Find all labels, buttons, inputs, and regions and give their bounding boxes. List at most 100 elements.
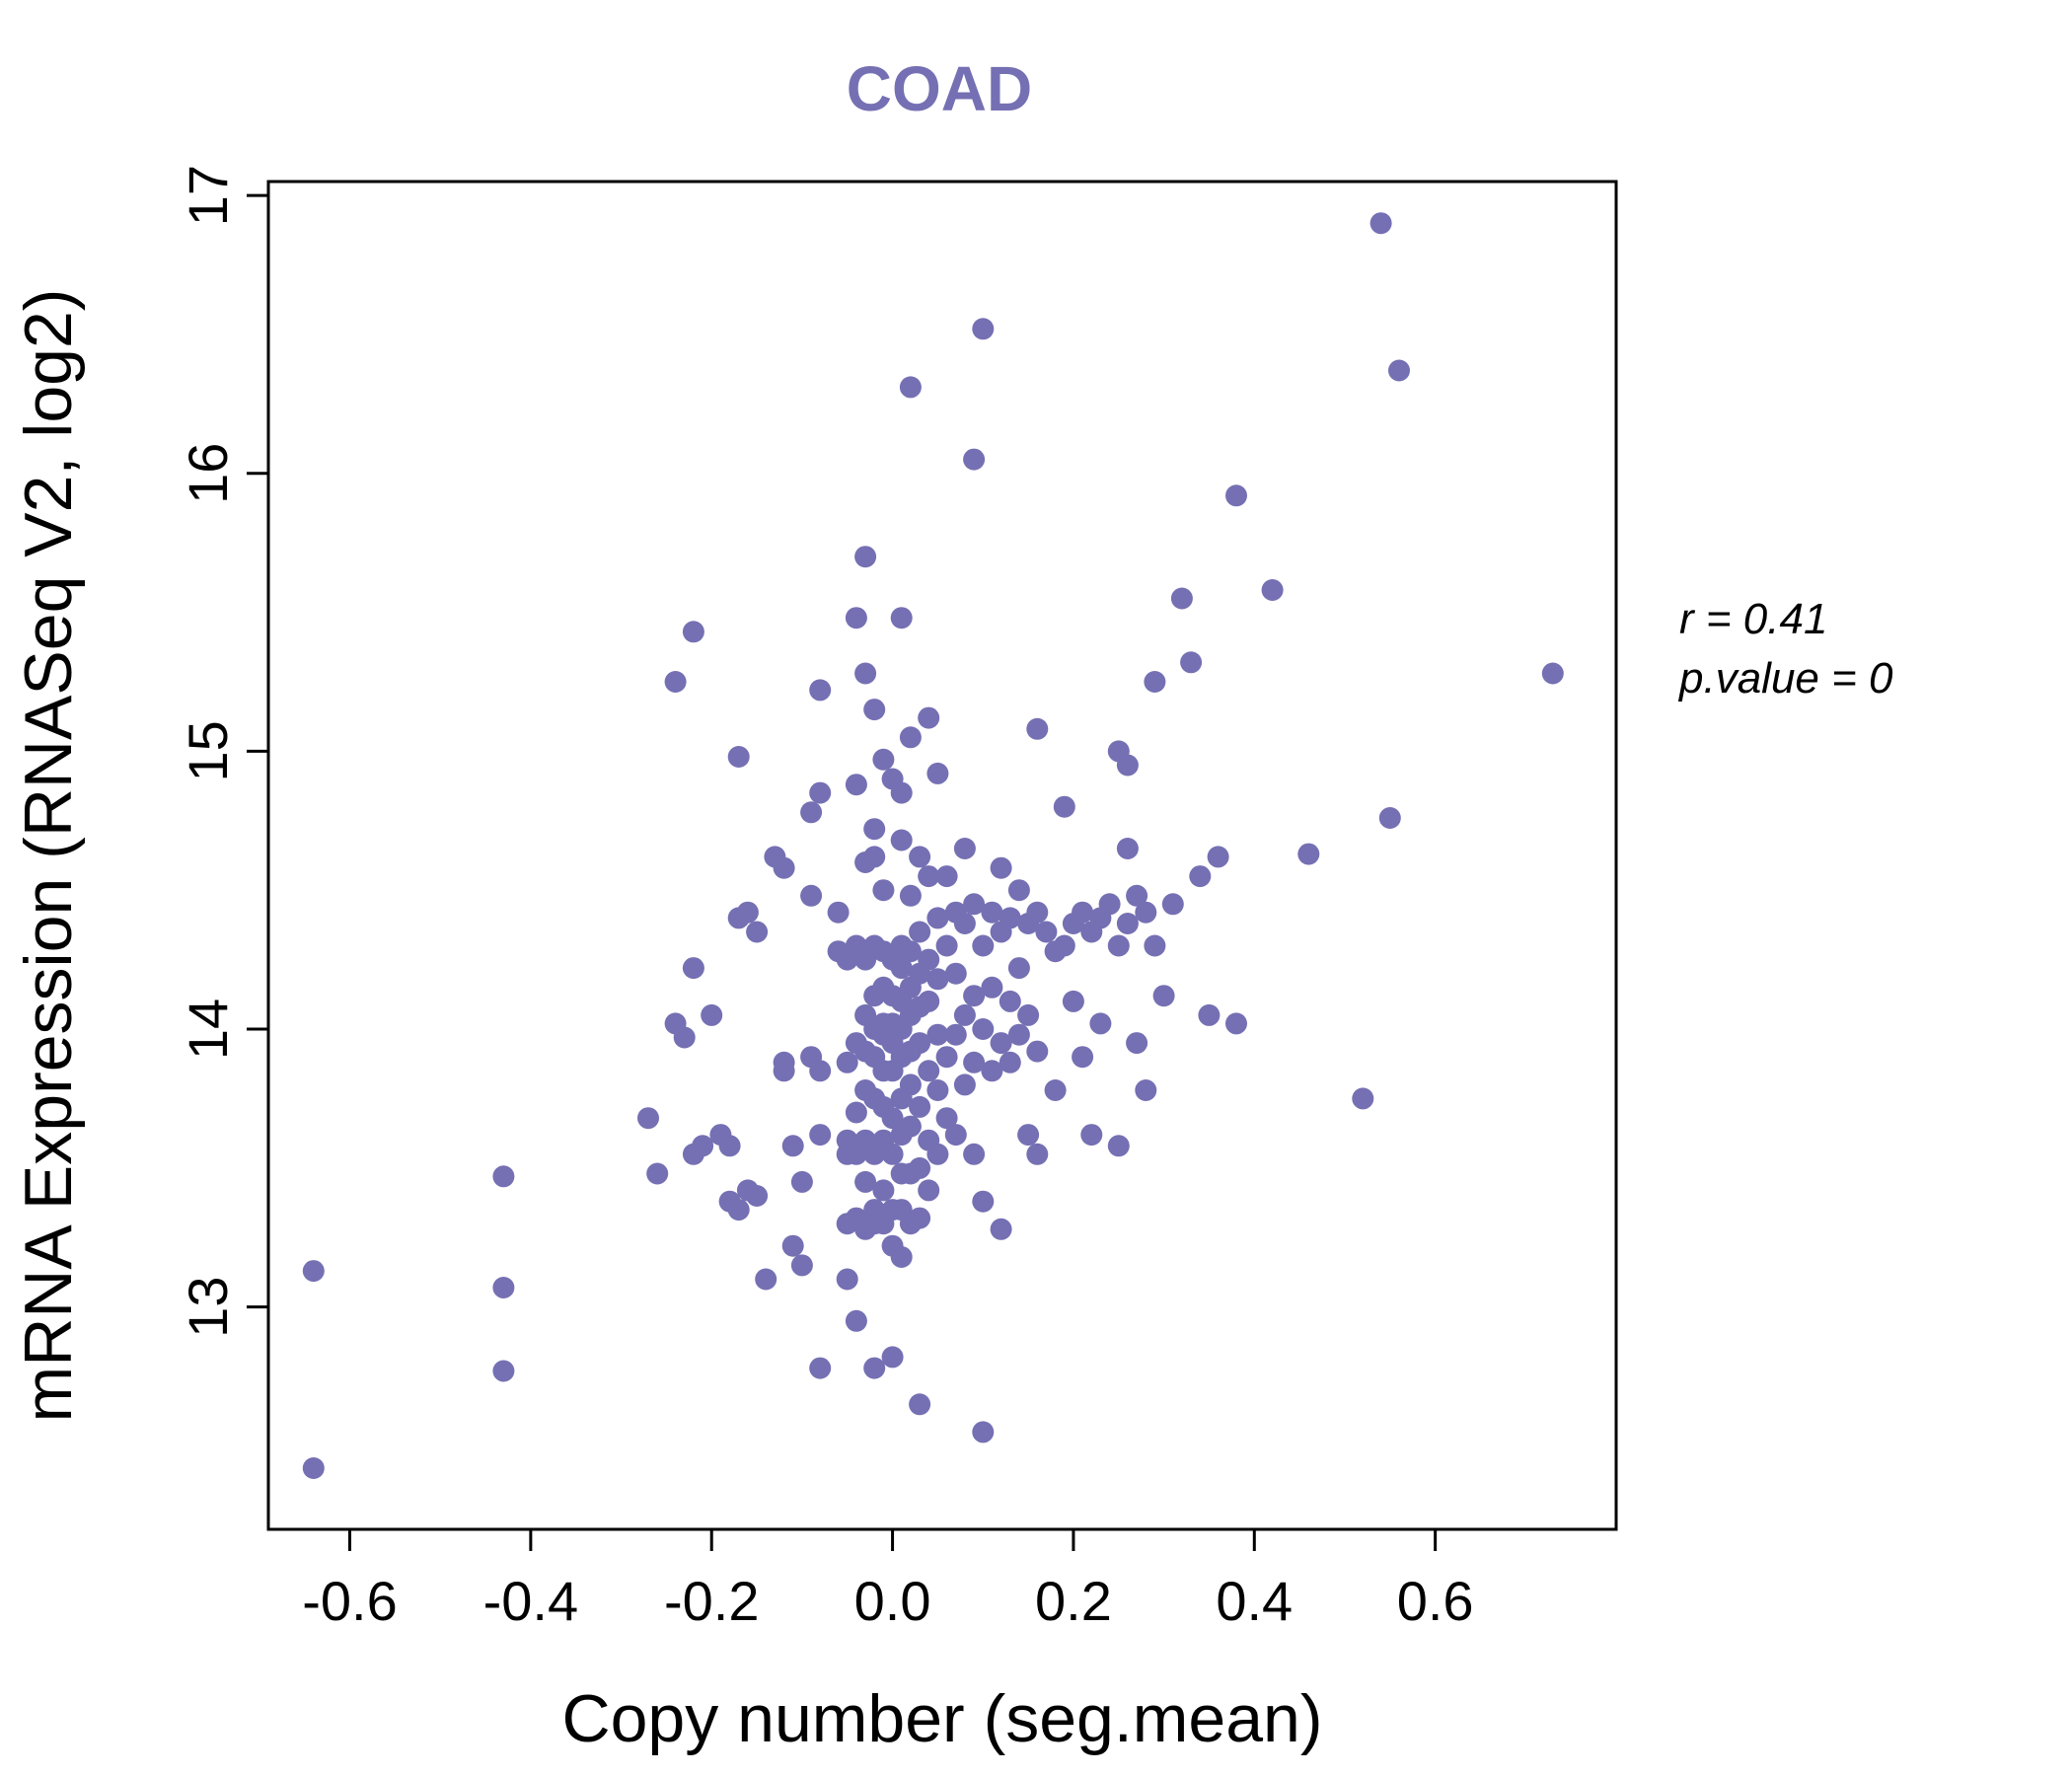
data-point bbox=[1152, 985, 1175, 1007]
data-point bbox=[1180, 651, 1203, 674]
data-point bbox=[909, 1393, 931, 1416]
data-point bbox=[899, 940, 922, 963]
data-point bbox=[981, 901, 1003, 924]
data-point bbox=[1144, 934, 1166, 957]
x-axis-label: Copy number (seg.mean) bbox=[561, 1681, 1322, 1756]
y-tick-label: 16 bbox=[177, 443, 239, 504]
data-point bbox=[809, 1357, 832, 1379]
data-point bbox=[1089, 1012, 1112, 1035]
data-point bbox=[664, 1012, 687, 1035]
data-point bbox=[935, 865, 958, 888]
data-point bbox=[1225, 484, 1247, 507]
data-point bbox=[972, 1018, 995, 1040]
data-point bbox=[1017, 1003, 1040, 1026]
data-point bbox=[1207, 846, 1229, 868]
data-point bbox=[953, 1003, 976, 1026]
data-point bbox=[963, 1143, 986, 1165]
data-point bbox=[918, 990, 940, 1012]
data-point bbox=[990, 1032, 1012, 1055]
data-point bbox=[999, 990, 1021, 1012]
data-point bbox=[1225, 1012, 1247, 1035]
data-point bbox=[972, 934, 995, 957]
data-point bbox=[781, 1135, 804, 1157]
data-point bbox=[727, 746, 750, 768]
data-point bbox=[1369, 212, 1392, 235]
data-point bbox=[746, 921, 769, 943]
data-point bbox=[990, 856, 1012, 879]
data-point bbox=[909, 846, 931, 868]
data-point bbox=[926, 762, 949, 784]
data-point bbox=[1135, 901, 1157, 924]
data-point bbox=[890, 829, 913, 851]
data-point bbox=[809, 1124, 832, 1147]
data-point bbox=[1053, 795, 1075, 818]
data-point bbox=[836, 1051, 858, 1073]
data-point bbox=[845, 1309, 867, 1332]
data-point bbox=[854, 1170, 877, 1193]
data-point bbox=[682, 621, 704, 643]
data-point bbox=[1026, 1040, 1049, 1063]
data-point bbox=[863, 846, 886, 868]
data-point bbox=[981, 976, 1003, 999]
data-point bbox=[909, 921, 931, 943]
data-point bbox=[872, 748, 895, 771]
y-tick-label: 13 bbox=[177, 1277, 239, 1338]
data-point bbox=[1017, 1124, 1040, 1147]
data-point bbox=[1053, 934, 1075, 957]
data-point bbox=[682, 957, 704, 980]
x-tick-label: 0.6 bbox=[1397, 1570, 1474, 1632]
y-tick-label: 15 bbox=[177, 720, 239, 781]
data-point bbox=[1261, 579, 1284, 601]
x-tick-label: 0.2 bbox=[1035, 1570, 1112, 1632]
data-point bbox=[1161, 893, 1184, 916]
data-point bbox=[909, 1032, 931, 1055]
data-point bbox=[773, 856, 795, 879]
data-point bbox=[953, 913, 976, 934]
data-point bbox=[1541, 662, 1564, 685]
data-point bbox=[944, 962, 967, 985]
data-point bbox=[755, 1268, 777, 1291]
data-point bbox=[781, 1234, 804, 1257]
x-tick-label: 0.4 bbox=[1216, 1570, 1293, 1632]
data-point bbox=[926, 968, 949, 991]
data-point bbox=[1026, 717, 1049, 740]
data-point bbox=[492, 1277, 515, 1298]
data-point bbox=[800, 801, 823, 824]
data-point bbox=[1116, 754, 1139, 777]
data-point bbox=[909, 1095, 931, 1118]
data-point bbox=[890, 1246, 913, 1268]
data-point bbox=[944, 1124, 967, 1147]
data-point bbox=[1189, 865, 1212, 888]
data-point bbox=[899, 1073, 922, 1096]
data-point bbox=[890, 607, 913, 629]
data-point bbox=[1026, 1143, 1049, 1165]
x-tick-label: -0.4 bbox=[483, 1570, 579, 1632]
data-point bbox=[863, 699, 886, 721]
data-point bbox=[872, 1179, 895, 1202]
data-point bbox=[909, 1207, 931, 1229]
data-point bbox=[890, 957, 913, 980]
annotation-r: r = 0.41 bbox=[1679, 595, 1827, 643]
data-point bbox=[854, 662, 877, 685]
data-point bbox=[972, 1421, 995, 1443]
data-point bbox=[1198, 1003, 1221, 1026]
data-point bbox=[899, 376, 922, 399]
data-point bbox=[1126, 884, 1148, 907]
data-point bbox=[1007, 957, 1030, 980]
data-point bbox=[836, 1268, 858, 1291]
data-point bbox=[918, 948, 940, 971]
data-point bbox=[881, 1346, 904, 1369]
data-point bbox=[999, 1051, 1021, 1073]
data-point bbox=[981, 1060, 1003, 1082]
data-point bbox=[953, 838, 976, 859]
x-tick-label: -0.2 bbox=[664, 1570, 760, 1632]
data-point bbox=[809, 1060, 832, 1082]
data-point bbox=[845, 774, 867, 796]
data-point bbox=[963, 1051, 986, 1073]
data-point bbox=[953, 1073, 976, 1096]
plot-border bbox=[266, 180, 1618, 1531]
data-point bbox=[790, 1170, 813, 1193]
data-point bbox=[918, 1060, 940, 1082]
data-point bbox=[972, 1190, 995, 1213]
data-point bbox=[918, 865, 940, 888]
